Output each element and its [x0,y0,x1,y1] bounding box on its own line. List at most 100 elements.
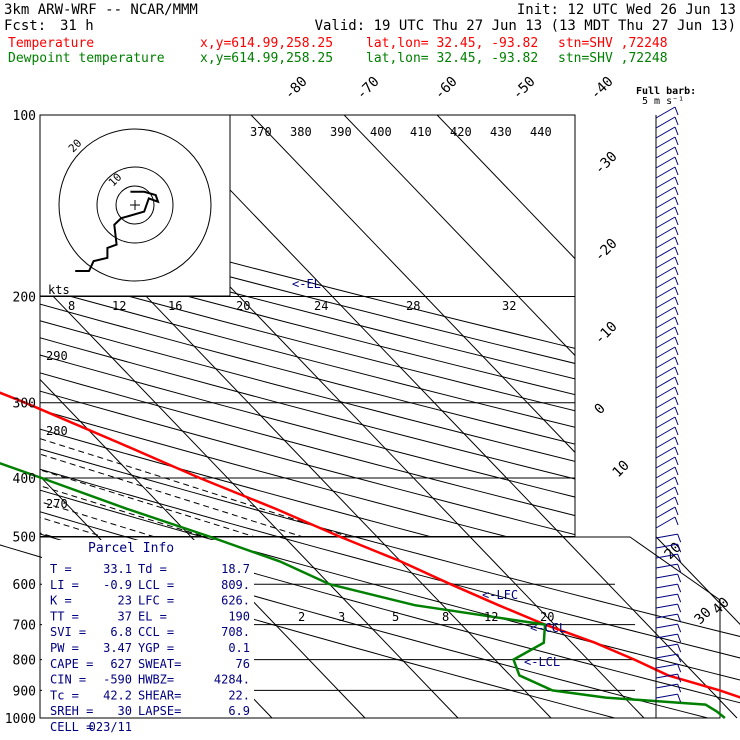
wind-barb [655,326,676,339]
wind-barb [674,146,679,156]
hodograph-scale-label: 24 [314,299,328,313]
wind-barb [655,206,676,219]
wind-barb [655,286,676,299]
parcel-label: T = [50,562,72,576]
pressure-tick-label: 600 [13,578,36,593]
dry-adiabat [40,287,575,428]
wind-barb [655,466,676,479]
wind-barb [655,553,678,559]
parcel-value: 626. [221,594,250,608]
isotherm-line [250,115,575,454]
isotherm-line [343,115,575,357]
hodograph-scale-label: 20 [236,299,250,313]
theta-label: 410 [410,125,432,139]
isotherm-line [469,536,645,719]
hodograph-scale-label: 8 [68,299,75,313]
wind-barb [674,216,679,226]
isotherm-label: 20 [662,540,685,563]
isotherm-label: -60 [432,74,461,103]
isotherm-line [655,536,740,625]
wind-barb [674,246,679,256]
wind-barb [655,426,676,439]
pressure-tick-label: 100 [13,109,36,124]
hodograph-units: kts [48,283,70,297]
parcel-label: CIN = [50,673,86,687]
parcel-value: 18.7 [221,562,250,576]
level-annotation: <-LCL [524,655,560,669]
dewpoint-xy: x,y=614.99,258.25 [200,51,334,66]
wind-barb [655,106,676,119]
pressure-tick-label: 400 [13,472,36,487]
model-title: 3km ARW-WRF -- NCAR/MMM [4,2,198,18]
wind-barb [655,136,676,149]
wind-barb [677,554,682,563]
parcel-value: -0.9 [103,578,132,592]
wind-barb [655,356,676,369]
temperature-latlon: lat,lon= 32.45, -93.82 [366,36,539,51]
parcel-value: 3.47 [103,641,132,655]
hodograph-scale-label: 16 [168,299,182,313]
wind-barb [674,226,679,236]
wind-barb [677,624,682,633]
wind-barb [674,426,679,436]
wind-barb [674,326,679,336]
wind-barb [674,136,679,146]
wind-barb [674,196,679,206]
theta-label: 370 [250,125,272,139]
parcel-label: SWEAT= [138,657,181,671]
dry-adiabat [40,337,575,480]
wind-barb [674,516,679,526]
hodograph-ring [115,185,155,225]
isotherm-line [376,536,552,719]
parcel-value: 30 [118,704,132,718]
parcel-label: CELL = [50,720,93,734]
mixing-ratio-label: 20 [540,610,554,624]
wind-barb [655,296,676,309]
wind-barb [655,226,676,239]
theta-label: 390 [330,125,352,139]
wind-barb [655,166,676,179]
wind-barb [674,376,679,386]
wind-barb [674,476,679,486]
hodograph-scale-label: 28 [406,299,420,313]
wind-barb [655,593,678,599]
wind-barb [655,366,676,379]
hodograph-trace [75,190,160,272]
isotherm-line [157,115,575,550]
wind-barb [677,694,682,703]
parcel-value: 42.2 [103,688,132,702]
theta-label: 290 [46,349,68,363]
wind-barb [655,236,676,249]
wind-barb [655,543,678,549]
parcel-value: 33.1 [103,562,132,576]
wind-barb [655,633,678,639]
wind-barb [674,266,679,276]
parcel-value: 190 [228,609,250,623]
parcel-value: -590 [103,673,132,687]
theta-label: 430 [490,125,512,139]
level-annotation: <-EL [292,277,321,291]
wind-barb [674,356,679,366]
wind-barb [677,634,682,643]
temperature-station: stn=SHV ,72248 [558,36,668,51]
dewpoint-station: stn=SHV ,72248 [558,51,668,66]
dewpoint-latlon: lat,lon= 32.45, -93.82 [366,51,539,66]
wind-barbs [655,106,682,718]
pressure-tick-label: 700 [13,619,36,634]
dewpoint-line [0,461,726,719]
wind-barb [655,446,676,459]
parcel-label: LI = [50,578,79,592]
wind-barb [655,683,678,689]
wind-barb [674,186,679,196]
parcel-label: PW = [50,641,79,655]
hodograph-ring [58,128,212,282]
parcel-value: 708. [221,625,250,639]
wind-barb [655,406,676,419]
wind-barb [674,316,679,326]
parcel-value: 37 [118,609,132,623]
dry-adiabat [277,536,740,659]
wind-barb [677,534,682,543]
wind-barb [655,563,678,569]
wind-barb [655,126,676,139]
wind-barb [677,604,682,613]
